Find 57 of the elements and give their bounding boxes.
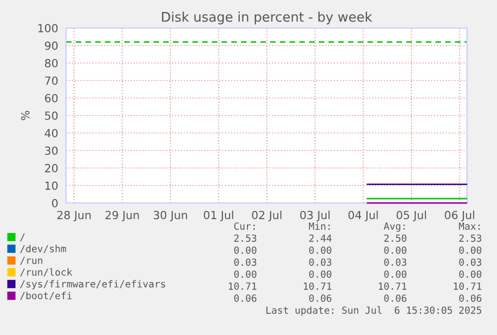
text: 10.71 — [454, 282, 482, 290]
x-tick-label: 02 Jul — [252, 210, 282, 222]
text: 2.53 — [459, 234, 482, 242]
y-tick-label: 40 — [44, 128, 58, 138]
text: 0.00 — [309, 270, 332, 278]
text: 2.44 — [309, 234, 332, 242]
text: 0.06 — [234, 294, 256, 302]
text: 0.03 — [309, 258, 332, 266]
text: 0.06 — [459, 294, 482, 302]
y-tick-label: 100 — [38, 24, 58, 32]
text: 0.06 — [384, 294, 406, 302]
text: Avg: — [384, 222, 405, 232]
text: 0.00 — [384, 246, 406, 254]
text: 0.06 — [309, 294, 332, 302]
text: Last update: Sun Jul 6 15:30:05 2025 — [266, 306, 482, 316]
text: 0.00 — [309, 246, 332, 254]
y-axis-title: % — [21, 110, 30, 120]
text: 10.71 — [228, 282, 256, 290]
y-tick-label: 20 — [45, 164, 58, 172]
text: 0.00 — [459, 270, 482, 278]
text: 0.03 — [234, 258, 256, 266]
legend-label: /sys/firmware/efi/efivars — [20, 280, 166, 290]
text: Min: — [308, 222, 330, 230]
legend-label: / — [20, 233, 25, 242]
text: 0.03 — [384, 258, 406, 266]
x-tick-label: 28 Jun — [57, 210, 91, 222]
x-tick-label: 03 Jul — [300, 210, 330, 222]
chart-title: Disk usage in percent - by week — [162, 12, 372, 24]
x-tick-label: 05 Jul — [396, 210, 426, 222]
y-tick-label: 90 — [44, 41, 58, 50]
text: 0.00 — [459, 246, 482, 254]
x-tick-label: 06 Jul — [444, 210, 474, 222]
y-tick-label: 50 — [45, 111, 58, 120]
x-tick-label: 29 Jun — [106, 210, 139, 222]
text: Cur: — [234, 222, 255, 230]
legend-label: /boot/efi — [20, 292, 72, 300]
x-tick-label: 04 Jul — [348, 210, 378, 222]
legend-label: /run/lock — [20, 268, 72, 277]
x-tick-label: 30 Jun — [154, 210, 188, 222]
legend-label: /dev/shm — [20, 244, 66, 254]
y-tick-label: 10 — [45, 181, 58, 190]
text: 0.03 — [459, 258, 482, 266]
y-tick-label: 30 — [45, 146, 58, 155]
x-tick-label: 01 Jul — [204, 210, 234, 222]
y-tick-label: 60 — [45, 94, 58, 102]
text: 10.71 — [304, 282, 332, 290]
text: 0.00 — [384, 270, 406, 278]
text: 2.50 — [384, 234, 406, 242]
text: 10.71 — [378, 282, 406, 290]
text: 0.00 — [234, 246, 256, 254]
legend-label: /run — [20, 256, 42, 265]
y-tick-label: 80 — [44, 58, 58, 68]
text: Max: — [458, 222, 480, 230]
text: 2.53 — [234, 234, 256, 242]
text: 0.00 — [234, 270, 256, 278]
y-tick-label: 0 — [52, 198, 58, 208]
y-tick-label: 70 — [45, 76, 58, 85]
